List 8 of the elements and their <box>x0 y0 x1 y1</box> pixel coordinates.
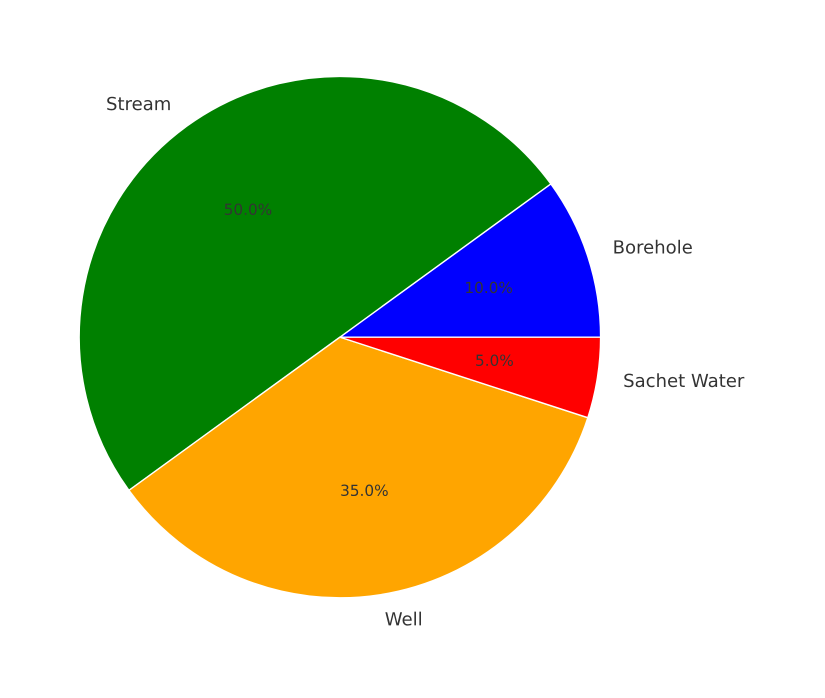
slice-label: Borehole <box>614 240 692 254</box>
data-label: 35.0% <box>341 484 388 496</box>
slice-label: Sachet Water <box>624 373 744 388</box>
data-label: 5.0% <box>476 354 513 366</box>
data-label: 50.0% <box>224 203 272 216</box>
slice-label: Well <box>385 612 421 626</box>
slice-label: Stream <box>107 96 170 110</box>
data-label: 10.0% <box>466 282 512 294</box>
